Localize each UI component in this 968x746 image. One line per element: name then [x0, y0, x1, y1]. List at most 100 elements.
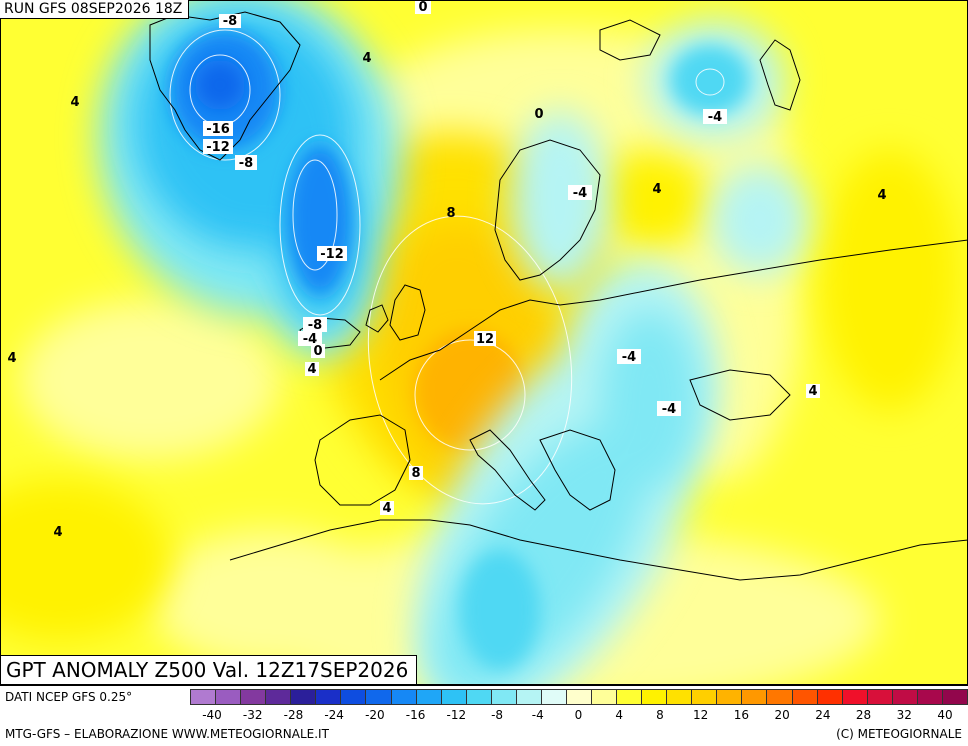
iberia-coast — [314, 414, 411, 506]
yellow-core-west — [0, 480, 170, 640]
barents-inner — [670, 45, 750, 115]
trough-core — [195, 60, 245, 110]
copyright-label: (C) METEOGIORNALE — [836, 727, 962, 741]
ireland-coast — [365, 304, 389, 333]
contour-label-text: -8 — [223, 14, 237, 29]
italy-coast — [469, 429, 546, 511]
uk-coast — [389, 284, 426, 341]
color-scale-swatch — [941, 689, 968, 705]
color-scale-tick-label: 16 — [733, 708, 750, 722]
anomaly-title: GPT ANOMALY Z500 Val. 12Z17SEP2026 — [0, 655, 418, 685]
contour-label: 0 — [415, 0, 431, 15]
color-scale-tick-label: 4 — [615, 708, 624, 722]
contour-label-text: 4 — [307, 362, 316, 377]
yellow-core-east — [820, 150, 960, 410]
contour-label: 8 — [409, 466, 423, 481]
contour-label: 12 — [474, 331, 496, 347]
color-scale-tick-label: -28 — [283, 708, 304, 722]
contour-label-text: -4 — [622, 350, 636, 365]
trough-inner-b — [288, 145, 352, 295]
color-scale-tick-label: -8 — [491, 708, 504, 722]
scandinavia-coast — [494, 139, 601, 281]
contour-label: -4 — [617, 349, 641, 365]
contour-label: -16 — [203, 121, 233, 137]
arctic-islands — [599, 19, 661, 61]
color-scale-tick-label: 28 — [855, 708, 872, 722]
contour-label-text: 0 — [418, 0, 427, 15]
contour-label-text: -4 — [573, 186, 587, 201]
contour-label-text: 4 — [7, 351, 16, 366]
pale-band-west — [20, 300, 280, 460]
scandi-trough — [510, 110, 610, 290]
russia-trough — [710, 165, 810, 275]
contour-label-text: -8 — [308, 318, 322, 333]
legend-footer: DATI NCEP GFS 0.25° -40 -32 -28 -24 -20 -16 -1… — [0, 685, 968, 746]
color-scale-tick-label: 40 — [937, 708, 953, 722]
contour-label: 4 — [806, 384, 820, 399]
contour-label-text: 4 — [70, 95, 79, 110]
contour-lines — [169, 29, 725, 505]
contour-label-text: -16 — [206, 122, 230, 137]
color-scale-bar — [190, 689, 968, 705]
color-scale-tick-label: 32 — [896, 708, 912, 722]
contour-label-text: 8 — [411, 466, 420, 481]
anomaly-map: -8 0 4 4 -16 -12 -8 0 -4 -4 4 4 8 -12 -8… — [0, 0, 968, 685]
contour-label: -8 — [303, 317, 327, 333]
contour-label-text: 0 — [534, 107, 543, 122]
contour-label-layer: -8 0 4 4 -16 -12 -8 0 -4 -4 4 4 8 -12 -8… — [7, 0, 887, 540]
color-scale-ticks: -40 -32 -28 -24 -20 -16 -12 -8 -4 0 4 8 12 16 20 24 28 32… — [190, 686, 967, 726]
contour-label-text: 12 — [476, 332, 494, 347]
pale-band-atlantic — [150, 530, 390, 670]
contour-label: 4 — [7, 351, 16, 366]
africa-coast — [229, 519, 968, 581]
balkans-coast — [539, 429, 616, 511]
contour-label-text: -4 — [708, 110, 722, 125]
contour-label-text: 4 — [652, 182, 661, 197]
contour-label: 4 — [380, 501, 394, 516]
contour-label: 4 — [877, 188, 886, 203]
east-trough-inner — [600, 310, 700, 490]
contour-label-text: -8 — [239, 156, 253, 171]
color-scale-tick-label: -12 — [446, 708, 467, 722]
novaya-zemlya — [759, 39, 801, 111]
contour-label-text: -12 — [206, 140, 230, 155]
contour-label: -8 — [219, 14, 241, 29]
contour-label: 0 — [534, 107, 543, 122]
contour-label: 4 — [652, 182, 661, 197]
contour-label-text: 4 — [362, 51, 371, 66]
contour-label: -12 — [203, 139, 233, 155]
color-scale-tick-label: 8 — [656, 708, 664, 722]
europe-coast — [379, 239, 968, 381]
contour-label-text: -4 — [662, 402, 676, 417]
contour-label-text: 4 — [382, 501, 391, 516]
contour-label-text: 4 — [877, 188, 886, 203]
contour-label: -4 — [298, 331, 322, 347]
contour-label: -4 — [568, 185, 592, 201]
contour-label-text: 8 — [446, 206, 455, 221]
color-scale-tick-label: -4 — [531, 708, 544, 722]
med-trough-core — [460, 550, 540, 670]
color-scale-tick-label: 0 — [574, 708, 583, 722]
contour-label: 0 — [311, 344, 325, 359]
run-title: RUN GFS 08SEP2026 18Z — [0, 0, 190, 19]
contour-label-text: 0 — [313, 344, 322, 359]
contour-label: -12 — [317, 246, 347, 262]
contour-label-text: -12 — [320, 247, 344, 262]
color-scale-tick-label: 12 — [693, 708, 709, 722]
contour-label: -8 — [235, 155, 257, 171]
color-scale-tick-label: 24 — [815, 708, 831, 722]
black-sea-coast — [689, 369, 791, 421]
contour-label-text: -4 — [303, 332, 317, 347]
color-scale-tick-label: 20 — [774, 708, 790, 722]
contour-label: 4 — [70, 95, 79, 110]
color-scale-tick-label: -20 — [365, 708, 385, 722]
contour-label: 8 — [446, 206, 455, 221]
credit-label: MTG-GFS – ELABORAZIONE WWW.METEOGIORNALE… — [5, 727, 329, 741]
contour-label-text: 4 — [53, 525, 62, 540]
color-scale-tick-label: -40 — [202, 708, 222, 722]
contour-label-text: 4 — [808, 384, 817, 399]
anomaly-fill-layer — [0, 0, 960, 685]
color-scale-tick-label: -16 — [405, 708, 426, 722]
yellow-core-north — [590, 150, 710, 250]
color-scale-tick-label: -32 — [242, 708, 263, 722]
